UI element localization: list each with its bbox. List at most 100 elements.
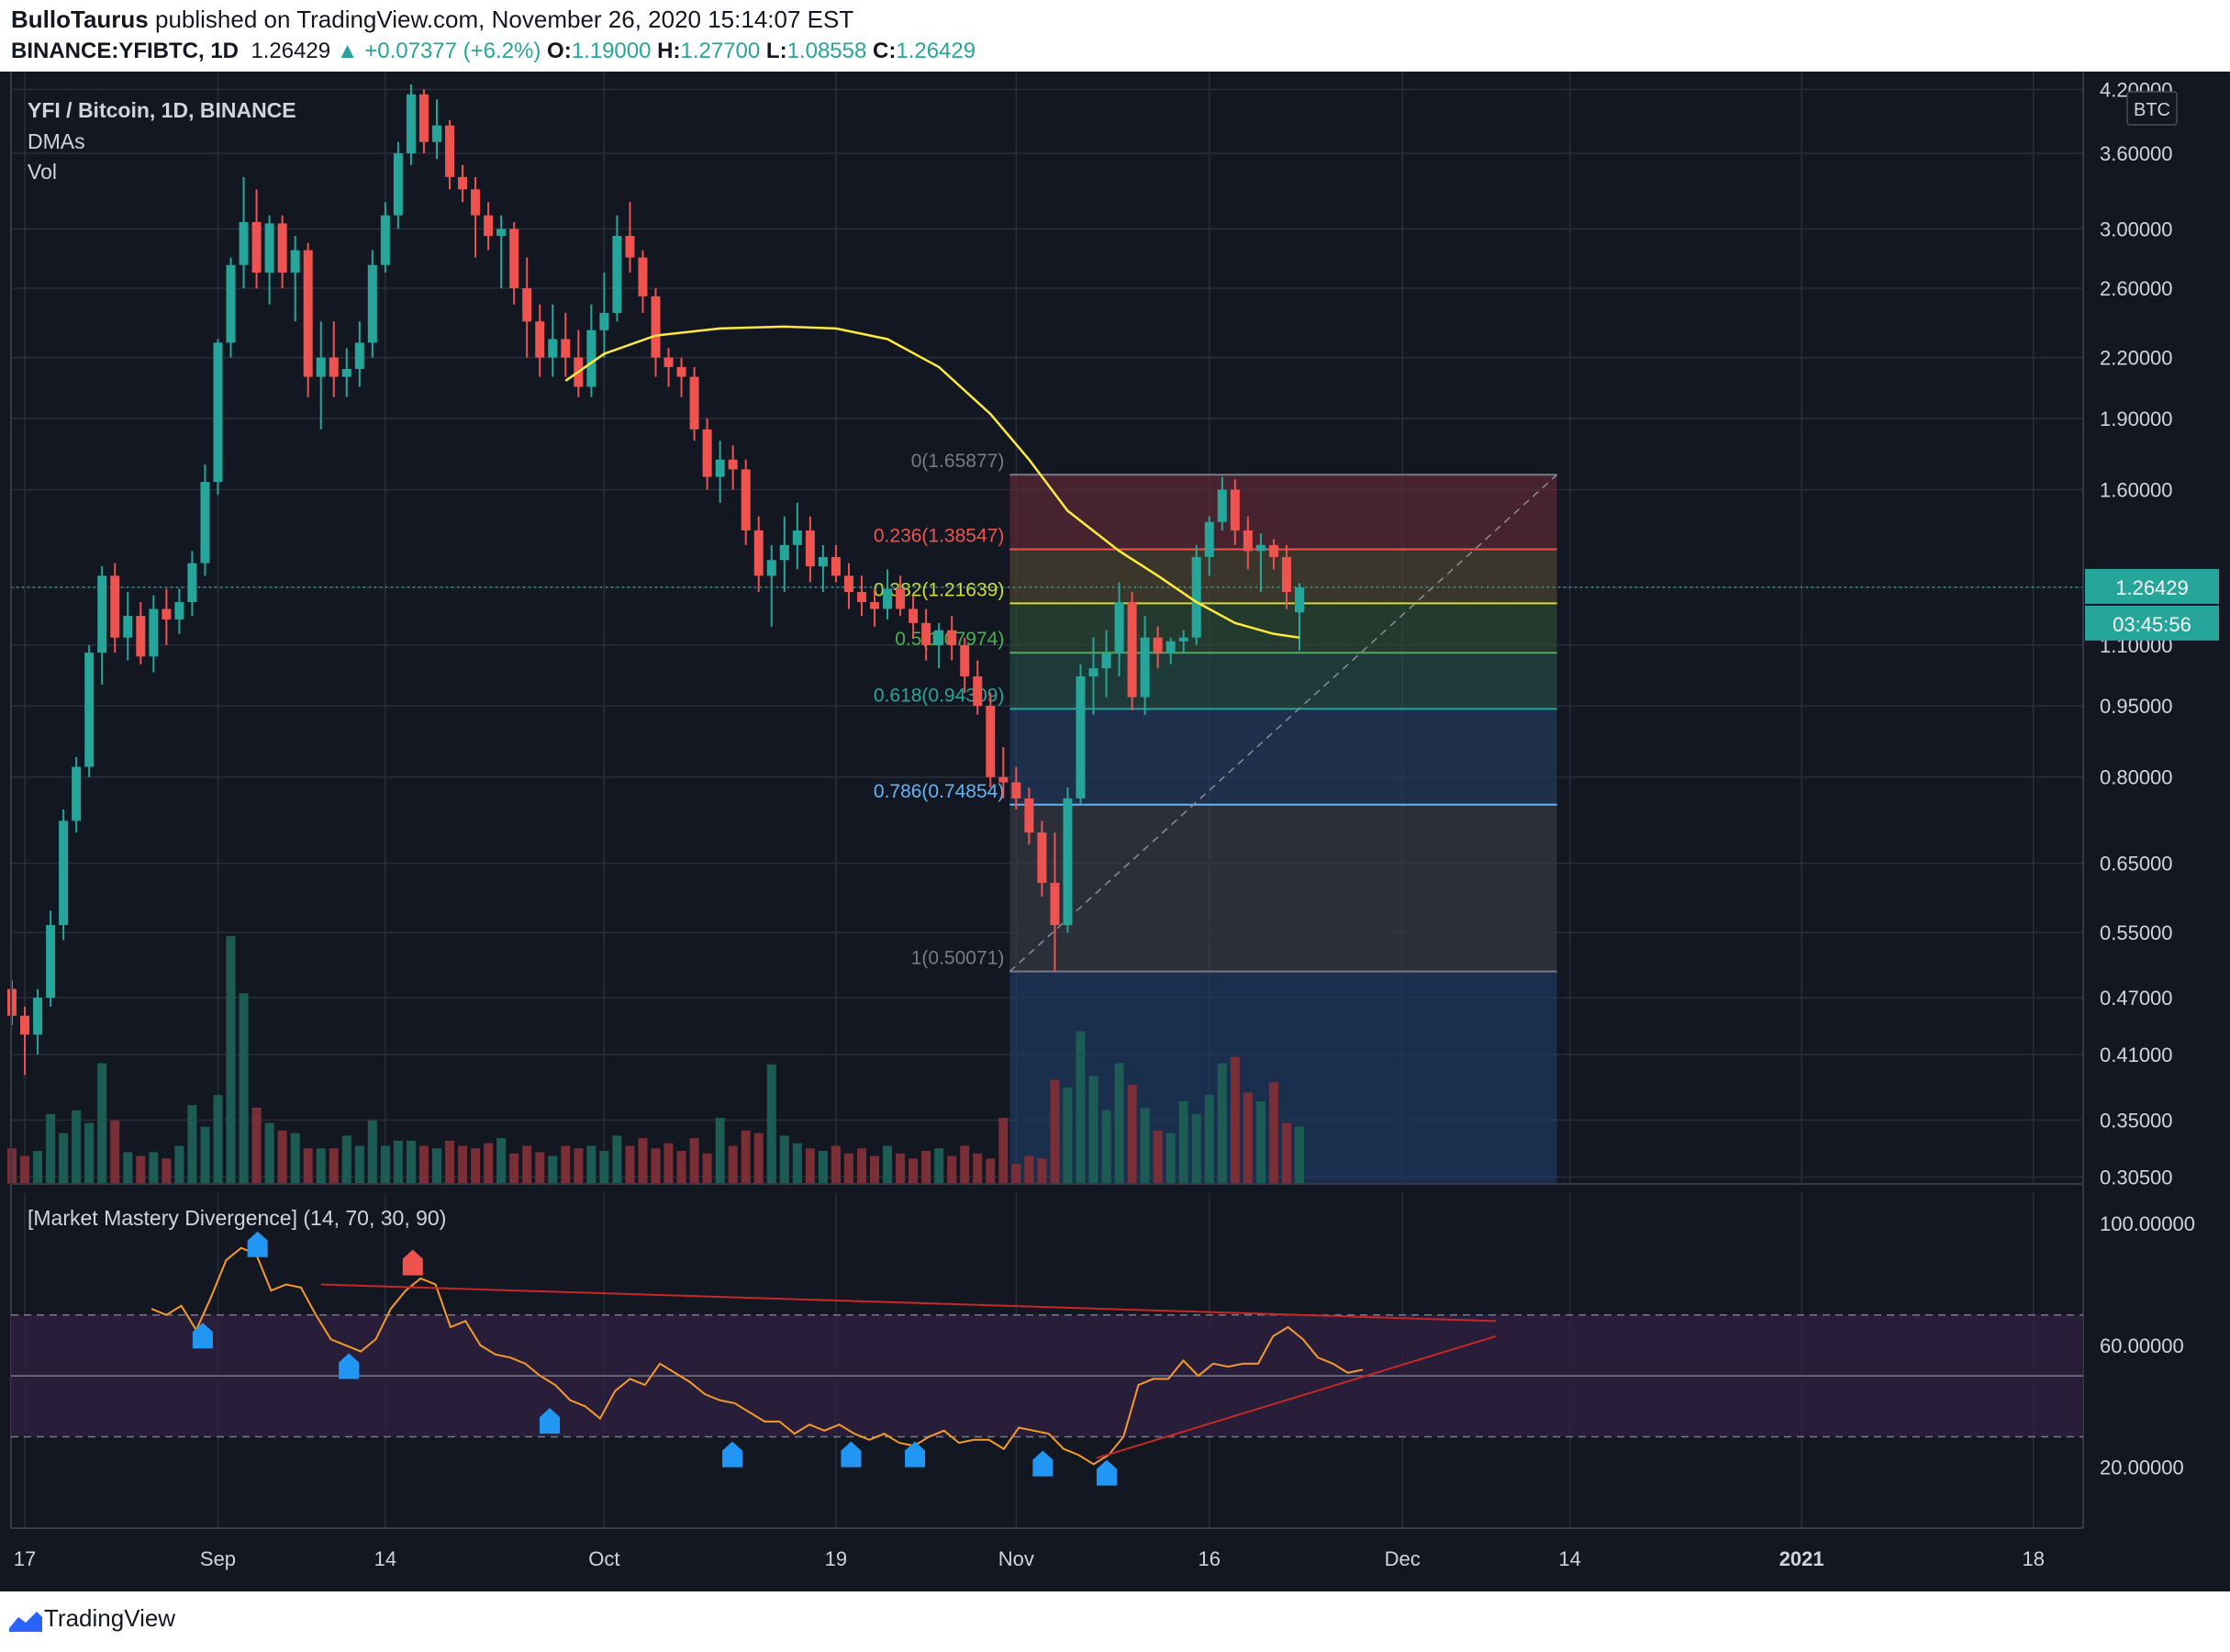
- currency-badge: [2126, 91, 2178, 126]
- volume-bar: [843, 1153, 853, 1184]
- candle-body: [509, 229, 519, 289]
- candle-body: [599, 312, 609, 330]
- candle-body: [1217, 489, 1227, 522]
- candle-body: [1178, 637, 1188, 642]
- candle-body: [162, 608, 172, 620]
- candle-body: [870, 602, 880, 609]
- volume-bar: [792, 1143, 802, 1184]
- price-tick-label: 3.60000: [2100, 142, 2173, 165]
- bear-divergence-line: [320, 1283, 1497, 1323]
- last-price-badge: [2085, 568, 2219, 604]
- candle-body: [226, 264, 236, 343]
- fib-zone: [1009, 603, 1557, 653]
- volume-bar: [1063, 1087, 1073, 1184]
- candle-body: [316, 357, 326, 377]
- dmas-legend: DMAs: [28, 129, 85, 153]
- footer-bar: TradingView: [0, 1591, 2230, 1652]
- author-name[interactable]: BulloTaurus: [11, 6, 149, 33]
- volume-bar: [676, 1151, 686, 1184]
- candle-body: [1101, 653, 1111, 669]
- fib-level-label: 0(1.65877): [911, 451, 1005, 472]
- candle-body: [1011, 782, 1021, 798]
- volume-bar: [651, 1148, 661, 1184]
- volume-bar: [599, 1151, 609, 1184]
- osc-tick-label: 20.00000: [2100, 1457, 2184, 1479]
- osc-tick-label: 60.00000: [2100, 1334, 2184, 1357]
- volume-bar: [251, 1107, 262, 1184]
- brand-name[interactable]: TradingView: [44, 1604, 176, 1632]
- volume-bar: [509, 1153, 519, 1184]
- volume-bar: [277, 1130, 287, 1184]
- candle-body: [1268, 544, 1278, 557]
- candle-body: [1127, 602, 1137, 698]
- candle-body: [625, 236, 635, 258]
- volume-bar: [72, 1110, 82, 1184]
- bullish-divergence-marker: [1097, 1459, 1117, 1486]
- candle-body: [960, 644, 970, 676]
- candle-body: [418, 94, 429, 142]
- candle-body: [522, 288, 532, 322]
- fib-level-label: 0.786(0.74854): [874, 781, 1004, 802]
- volume-bar: [1243, 1092, 1253, 1184]
- candle-body: [1024, 798, 1034, 833]
- candle-body: [200, 482, 210, 564]
- symbol-label: BINANCE:YFIBTC, 1D: [11, 39, 240, 63]
- volume-bar: [1191, 1113, 1201, 1184]
- last-price: 1.26429: [251, 39, 331, 63]
- time-tick-label: 14: [1558, 1547, 1580, 1570]
- volume-bar: [1088, 1076, 1098, 1184]
- fib-level-label: 0.236(1.38547): [874, 526, 1004, 547]
- volume-bar: [548, 1155, 558, 1184]
- volume-bar: [406, 1140, 416, 1184]
- candle-body: [663, 357, 674, 367]
- volume-bar: [663, 1143, 674, 1184]
- candle-body: [239, 221, 249, 265]
- volume-bar: [1024, 1155, 1034, 1184]
- candle-body: [46, 924, 56, 999]
- volume-bar: [947, 1155, 957, 1184]
- time-tick-label: 17: [14, 1547, 36, 1570]
- bullish-divergence-marker: [1032, 1450, 1054, 1477]
- volume-bar: [1037, 1158, 1047, 1184]
- low-value: 1.08558: [786, 39, 867, 63]
- volume-bar: [149, 1152, 159, 1184]
- candle-body: [277, 223, 287, 273]
- price-tick-label: 3.00000: [2100, 218, 2173, 240]
- candle-body: [149, 608, 159, 657]
- candle-body: [1037, 832, 1047, 883]
- candle-body: [998, 776, 1009, 783]
- volume-bar: [753, 1133, 764, 1184]
- candle-body: [728, 459, 738, 470]
- candle-body: [934, 630, 944, 645]
- bullish-divergence-marker: [722, 1441, 743, 1468]
- candle-body: [612, 236, 622, 313]
- price-tick-label: 0.47000: [2100, 987, 2173, 1010]
- candle-body: [354, 342, 364, 370]
- volume-bar: [200, 1126, 210, 1184]
- volume-bar: [59, 1133, 69, 1184]
- volume-bar: [1140, 1107, 1150, 1184]
- volume-bar: [162, 1158, 172, 1184]
- candle-body: [59, 820, 69, 925]
- volume-bar: [715, 1118, 725, 1184]
- volume-bar: [380, 1145, 390, 1184]
- volume-bar: [1050, 1079, 1060, 1184]
- vol-legend: Vol: [28, 160, 57, 184]
- volume-bar: [418, 1145, 429, 1184]
- candle-body: [818, 556, 828, 567]
- chart-canvas[interactable]: 0(1.65877) 0.236(1.38547) 0.382(1.21639) 0.…: [0, 72, 2230, 1591]
- candle-body: [1281, 556, 1291, 593]
- volume-bar: [921, 1151, 931, 1184]
- candle-body: [909, 608, 919, 623]
- candle-body: [805, 530, 815, 567]
- volume-bar: [909, 1158, 919, 1184]
- candle-body: [72, 766, 82, 821]
- fib-level-label: 1(0.50071): [911, 948, 1005, 969]
- candle-body: [792, 530, 802, 545]
- bearish-divergence-marker: [402, 1249, 423, 1276]
- volume-bar: [883, 1145, 893, 1184]
- time-tick-label: Sep: [200, 1547, 236, 1570]
- volume-bar: [702, 1153, 712, 1184]
- price-tick-label: 0.30500: [2100, 1166, 2173, 1189]
- price-tick-label: 1.60000: [2100, 478, 2173, 501]
